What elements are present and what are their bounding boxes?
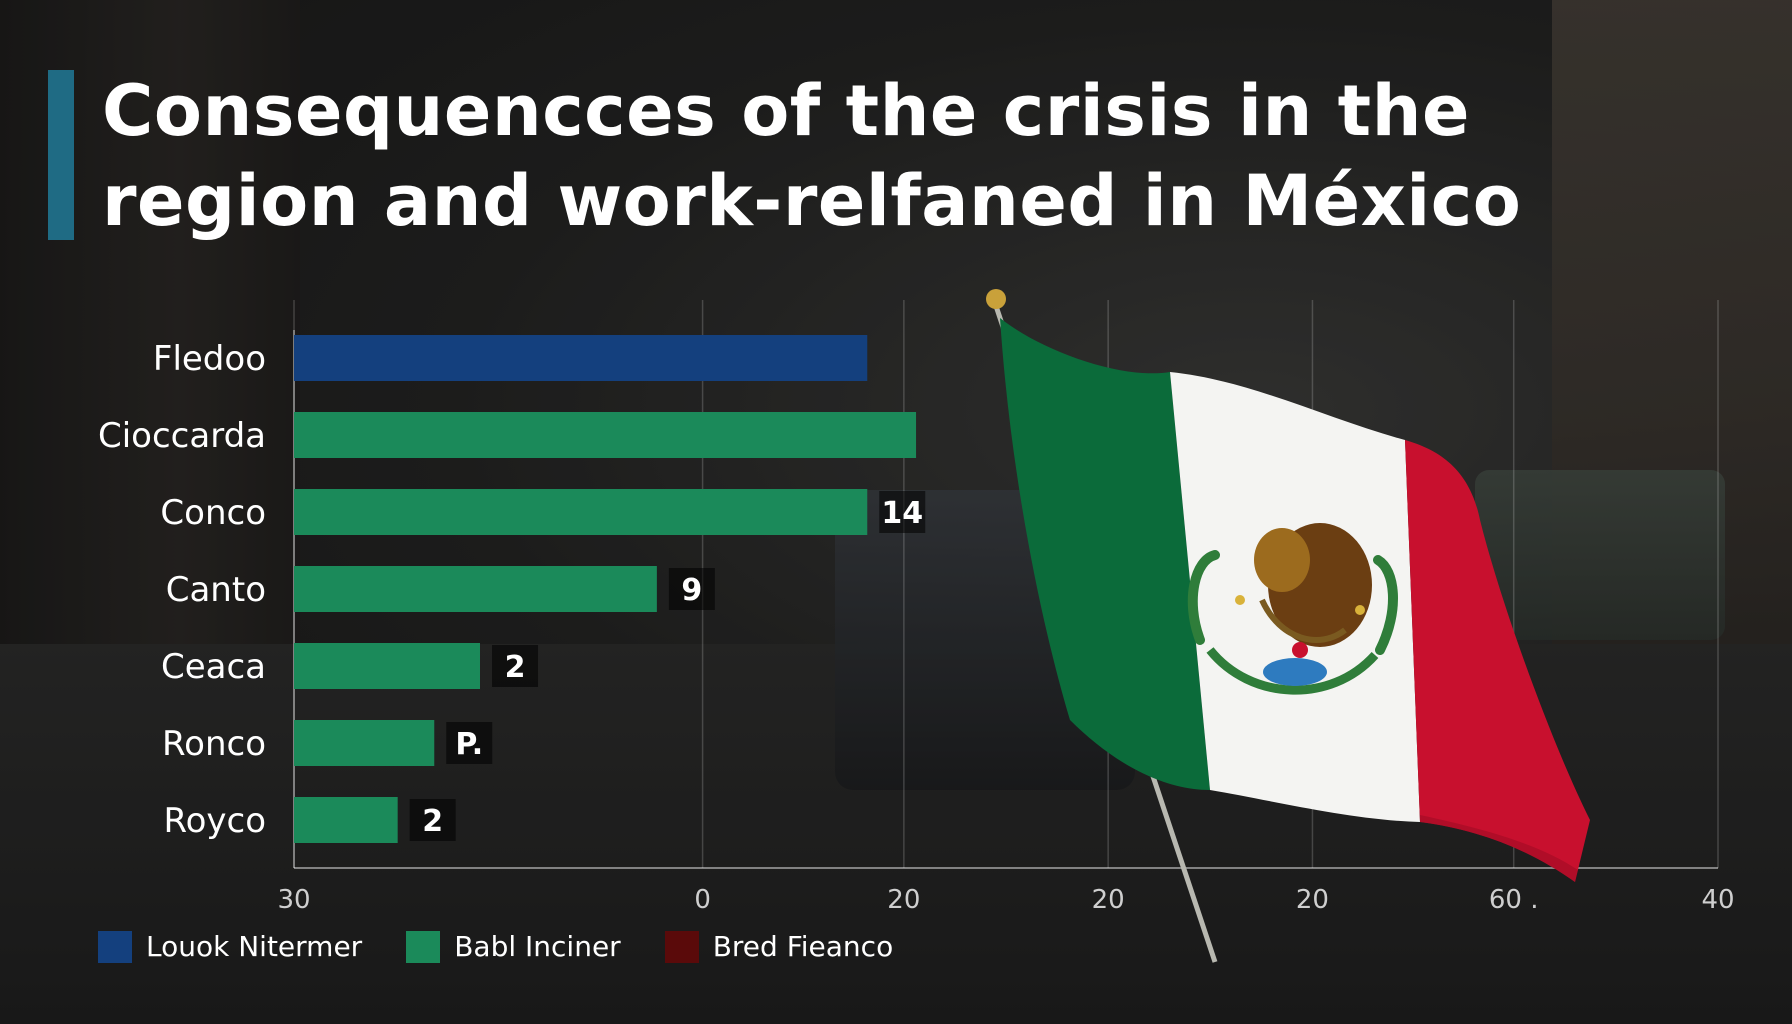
x-tick-label: 30 bbox=[277, 885, 310, 915]
value-label-bg bbox=[492, 645, 539, 687]
value-label: 14 bbox=[881, 496, 923, 531]
x-tick-label: 20 bbox=[1092, 885, 1125, 915]
value-label: 2 bbox=[422, 804, 443, 839]
legend-label-1: Louok Nitermer bbox=[146, 930, 363, 963]
x-tick-label: 40 bbox=[1701, 885, 1734, 915]
x-axis-ticks: 30 0 20 20 20 60 . 40 bbox=[277, 885, 1734, 915]
value-label-bg bbox=[879, 491, 926, 533]
mexican-flag-icon bbox=[986, 289, 1590, 963]
flag-pole-finial bbox=[986, 289, 1006, 309]
bar bbox=[294, 489, 868, 535]
background-van bbox=[1475, 470, 1725, 640]
title-accent-bar bbox=[48, 70, 74, 240]
value-label: 2 bbox=[505, 650, 526, 685]
legend-label-2: Babl Inciner bbox=[454, 930, 621, 963]
category-label: Ronco bbox=[162, 724, 266, 764]
chart-legend: Louok Nitermer Babl Inciner Bred Fieanco bbox=[98, 930, 893, 963]
flag-green-stripe bbox=[1000, 318, 1210, 790]
legend-swatch-1 bbox=[98, 930, 132, 963]
flag-coat-of-arms bbox=[1187, 523, 1398, 695]
bar bbox=[294, 566, 657, 612]
bar bbox=[294, 412, 917, 458]
x-tick-label: 0 bbox=[694, 885, 711, 915]
category-label: Royco bbox=[163, 801, 266, 841]
legend-swatch-3 bbox=[664, 930, 699, 963]
legend-swatch-2 bbox=[406, 930, 441, 963]
value-label-bg bbox=[668, 568, 715, 610]
chart-title: Consequencces of the crisis in the regio… bbox=[102, 70, 1522, 242]
value-label-bg bbox=[446, 722, 493, 764]
legend-item-1: Louok Nitermer bbox=[98, 930, 362, 963]
legend-item-2: Babl Inciner bbox=[406, 930, 621, 963]
category-label: Ceaca bbox=[161, 647, 266, 687]
x-tick-label: 20 bbox=[887, 885, 920, 915]
value-label: P. bbox=[455, 727, 483, 762]
category-label: Conco bbox=[160, 493, 266, 533]
x-tick-label: 20 bbox=[1296, 885, 1329, 915]
category-label: Fledoo bbox=[153, 339, 266, 379]
value-label: 9 bbox=[681, 573, 702, 608]
bar bbox=[294, 335, 868, 381]
flag-red-stripe bbox=[1405, 440, 1590, 882]
x-tick-label: 60 . bbox=[1489, 885, 1539, 915]
chart-bars bbox=[294, 335, 917, 843]
bar bbox=[294, 797, 398, 843]
bar bbox=[294, 643, 481, 689]
bar bbox=[294, 720, 435, 766]
value-labels: 14 9 2 P. 2 bbox=[409, 491, 926, 841]
legend-label-3: Bred Fieanco bbox=[712, 930, 894, 963]
category-label: Canto bbox=[166, 570, 266, 610]
value-label-bg bbox=[409, 799, 456, 841]
legend-item-3: Bred Fieanco bbox=[664, 930, 894, 963]
category-labels: Fledoo Cioccarda Conco Canto Ceaca Ronco Royco bbox=[98, 339, 266, 841]
category-label: Cioccarda bbox=[98, 416, 266, 456]
